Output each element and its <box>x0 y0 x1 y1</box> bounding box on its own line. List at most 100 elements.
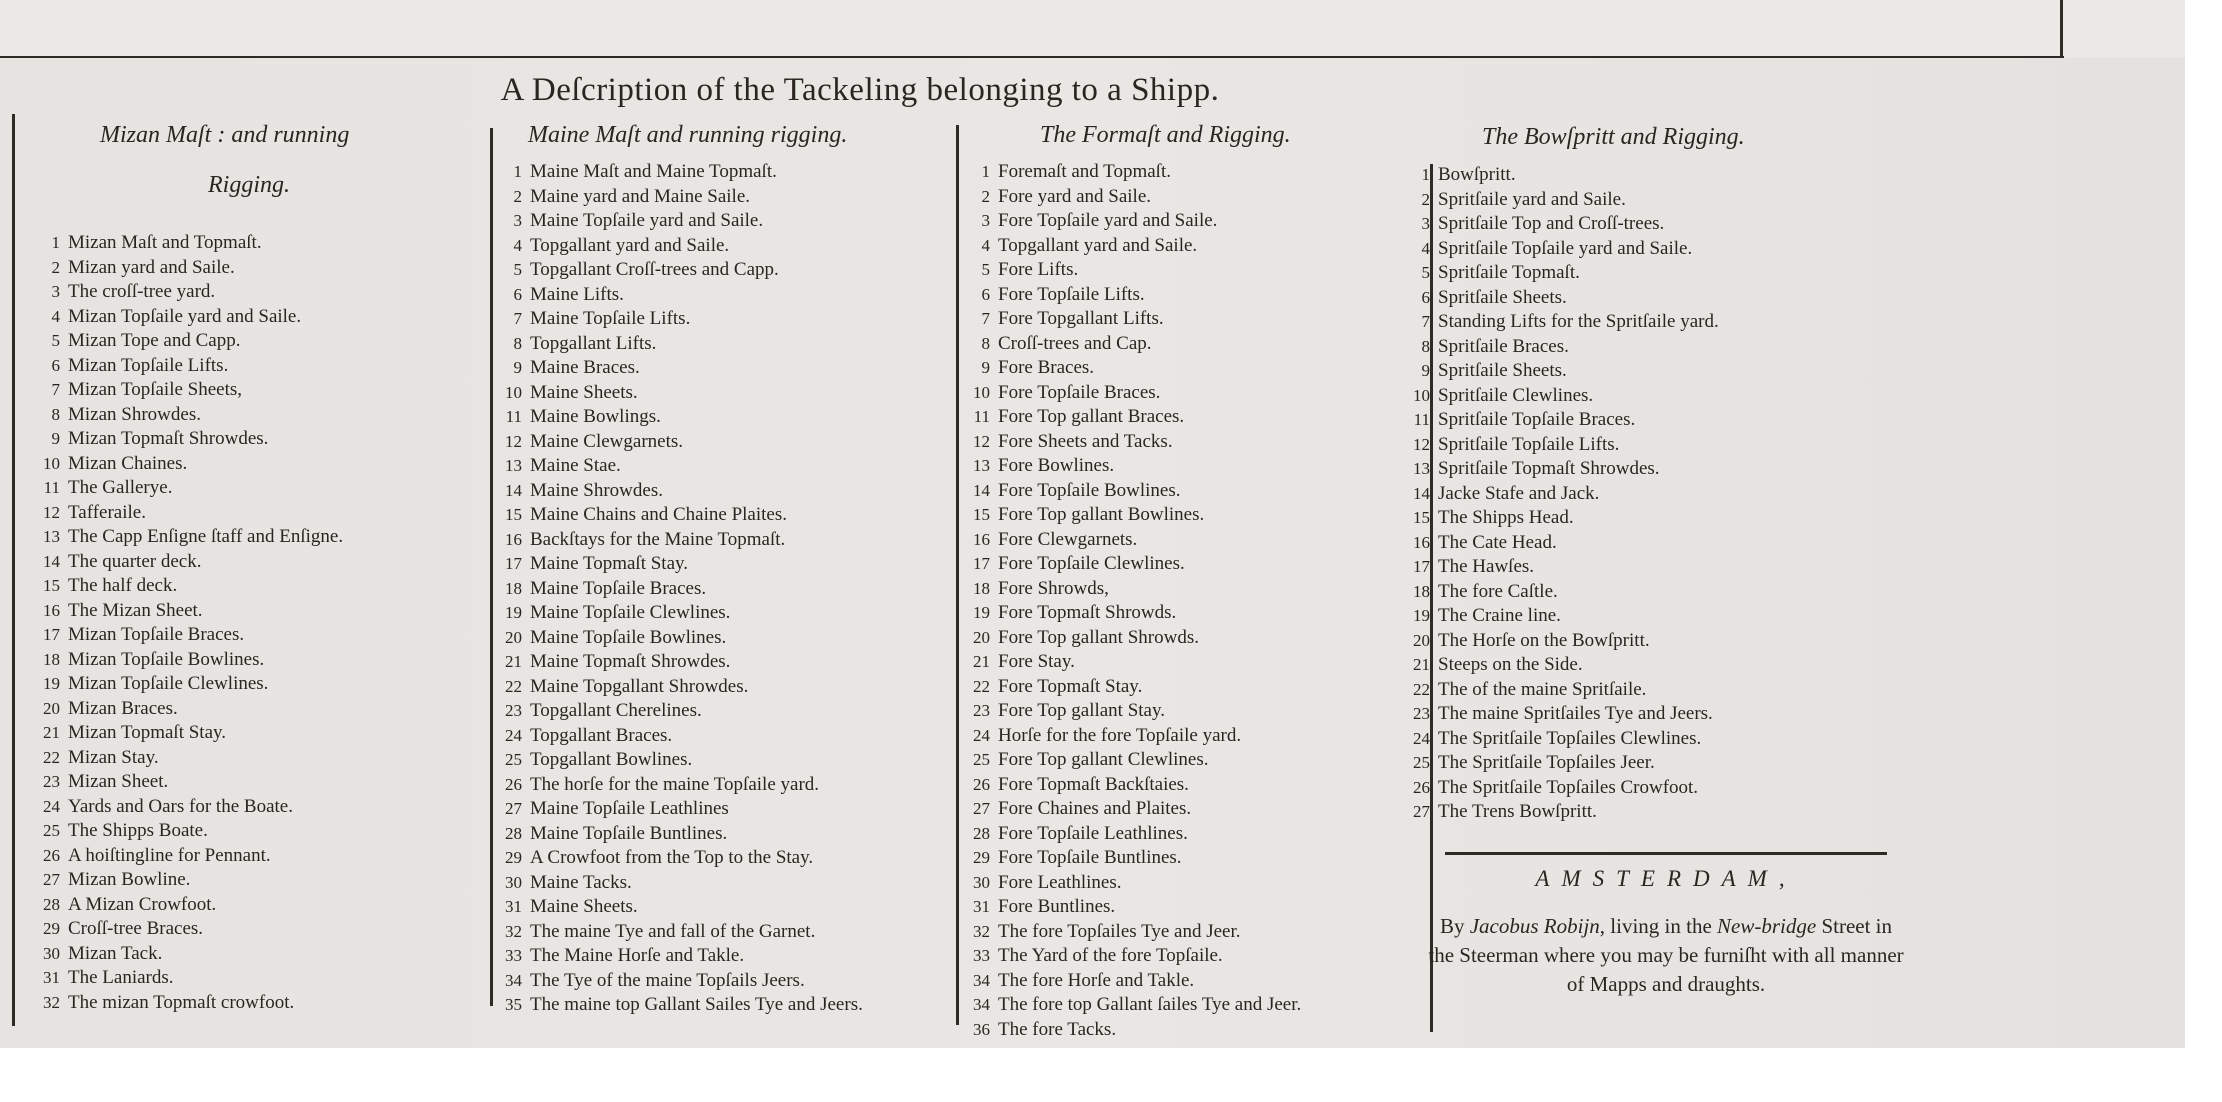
item-text: Maine Topmaſt Stay. <box>530 553 689 574</box>
list-item: 8 Topgallant Lifts. <box>492 332 863 357</box>
item-number: 9 <box>51 429 61 448</box>
item-number: 6 <box>981 284 991 304</box>
item-number: 4 <box>513 235 523 255</box>
item-text: Spritſaile Topſaile Braces. <box>1438 409 1636 430</box>
item-number: 29 <box>505 848 522 867</box>
item-text: The Cate Head. <box>1438 531 1557 553</box>
item-number: 27 <box>1413 802 1430 821</box>
item-text: Mizan Maſt and Topmaſt. <box>68 232 262 253</box>
item-text: Topgallant Braces. <box>530 724 673 746</box>
list-item: 22 Mizan Stay. <box>30 746 343 771</box>
list-item: 10 Fore Topſaile Braces. <box>960 381 1301 406</box>
item-text: Topgallant Bowlines. <box>530 749 693 770</box>
item-text: A hoiſtingline for Pennant. <box>68 844 271 866</box>
item-number: 2 <box>513 186 523 206</box>
item-text: Jacke Stafe and Jack. <box>1438 482 1600 504</box>
item-number: 21 <box>1413 655 1430 674</box>
item-text: Fore Top gallant Braces. <box>998 406 1185 427</box>
item-text: Topgallant Cherelines. <box>530 700 702 721</box>
item-text: Fore Bowlines. <box>998 455 1115 476</box>
item-number: 17 <box>505 554 522 573</box>
item-number: 13 <box>973 456 990 475</box>
item-text: Fore Buntlines. <box>998 896 1116 917</box>
list-item: 19 Maine Topſaile Clewlines. <box>492 601 863 626</box>
item-text: Maine Topſaile Clewlines. <box>530 602 731 623</box>
list-item: 14 The quarter deck. <box>30 550 343 575</box>
list-item: 32 The mizan Topmaſt crowfoot. <box>30 991 343 1016</box>
item-text: Tafferaile. <box>68 501 146 523</box>
item-number: 32 <box>973 921 990 941</box>
item-number: 8 <box>51 404 61 424</box>
item-number: 21 <box>43 723 60 742</box>
item-number: 26 <box>505 774 522 794</box>
item-number: 18 <box>505 578 522 598</box>
item-number: 11 <box>973 407 990 426</box>
list-item: 36 The fore Tacks. <box>960 1018 1301 1043</box>
item-number: 1 <box>1421 165 1431 184</box>
item-number: 23 <box>1413 704 1430 723</box>
list-item: 22 The of the maine Spritſaile. <box>1400 678 1719 703</box>
item-text: The half deck. <box>68 575 178 596</box>
item-text: Topgallant yard and Saile. <box>530 234 730 256</box>
item-text: Fore Top gallant Bowlines. <box>998 504 1205 525</box>
imprint-text1: , living in the <box>1599 914 1712 938</box>
item-number: 28 <box>43 894 60 914</box>
list-item: 12 Fore Sheets and Tacks. <box>960 430 1301 455</box>
item-number: 23 <box>505 701 522 720</box>
item-number: 26 <box>973 774 990 794</box>
item-text: Mizan Braces. <box>68 697 178 719</box>
item-text: Maine Stae. <box>530 455 621 476</box>
item-text: Fore Topſaile Leathlines. <box>998 822 1188 844</box>
list-item: 17 Mizan Topſaile Braces. <box>30 623 343 648</box>
list-item: 10 Maine Sheets. <box>492 381 863 406</box>
item-number: 29 <box>973 848 990 867</box>
list-item: 14 Jacke Stafe and Jack. <box>1400 482 1719 507</box>
item-text: Topgallant Lifts. <box>530 332 657 354</box>
item-number: 7 <box>513 309 523 328</box>
item-text: Spritſaile Sheets. <box>1438 286 1567 308</box>
list-item: 14 Fore Topſaile Bowlines. <box>960 479 1301 504</box>
item-number: 2 <box>51 257 61 277</box>
list-item: 16 The Cate Head. <box>1400 531 1719 556</box>
item-text: Mizan Sheet. <box>68 771 169 792</box>
list-item: 19 The Craine line. <box>1400 604 1719 629</box>
list-item: 34 The fore top Gallant ſailes Tye and Je… <box>960 993 1301 1018</box>
item-text: Mizan Shrowdes. <box>68 403 201 425</box>
item-text: Fore Topſaile yard and Saile. <box>998 210 1218 231</box>
list-item: 18 Mizan Topſaile Bowlines. <box>30 648 343 673</box>
list-item: 27 Maine Topſaile Leathlines <box>492 797 863 822</box>
imprint-publisher: Jacobus Robijn <box>1469 914 1600 938</box>
list-item: 31 Fore Buntlines. <box>960 895 1301 920</box>
item-text: Mizan Topſaile Clewlines. <box>68 673 269 694</box>
item-text: Croſſ-tree Braces. <box>68 918 204 939</box>
item-number: 34 <box>505 970 522 990</box>
list-item: 32 The maine Tye and fall of the Garnet. <box>492 920 863 945</box>
list-item: 1 Bowſpritt. <box>1400 163 1719 188</box>
item-text: Croſſ-trees and Cap. <box>998 332 1152 354</box>
item-text: The Gallerye. <box>68 477 173 498</box>
item-number: 15 <box>43 576 60 595</box>
list-item: 26 A hoiſtingline for Pennant. <box>30 844 343 869</box>
item-text: Bowſpritt. <box>1438 164 1516 185</box>
item-text: The Shipps Boate. <box>68 820 208 841</box>
list-item: 19 Fore Topmaſt Shrowds. <box>960 601 1301 626</box>
item-number: 16 <box>973 529 990 549</box>
item-text: Backſtays for the Maine Topmaſt. <box>530 528 786 550</box>
list-item: 11 Fore Top gallant Braces. <box>960 405 1301 430</box>
list-item: 9 Mizan Topmaſt Shrowdes. <box>30 427 343 452</box>
document-title: A Deſcription of the Tackeling belonging… <box>500 72 1220 108</box>
list-item: 22 Maine Topgallant Shrowdes. <box>492 675 863 700</box>
item-text: The Craine line. <box>1438 605 1561 626</box>
item-number: 7 <box>981 309 991 328</box>
list-item: 8 Mizan Shrowdes. <box>30 403 343 428</box>
item-number: 33 <box>973 946 990 965</box>
item-number: 7 <box>51 380 61 399</box>
list-item: 18 Fore Shrowds, <box>960 577 1301 602</box>
item-text: Fore Topſaile Lifts. <box>998 283 1145 305</box>
item-text: Fore Topmaſt Stay. <box>998 675 1143 697</box>
item-number: 25 <box>973 750 990 769</box>
item-text: The mizan Topmaſt crowfoot. <box>68 991 295 1013</box>
item-number: 19 <box>973 603 990 622</box>
item-text: Spritſaile Topmaſt. <box>1438 262 1580 283</box>
item-text: Fore Topgallant Lifts. <box>998 308 1164 329</box>
